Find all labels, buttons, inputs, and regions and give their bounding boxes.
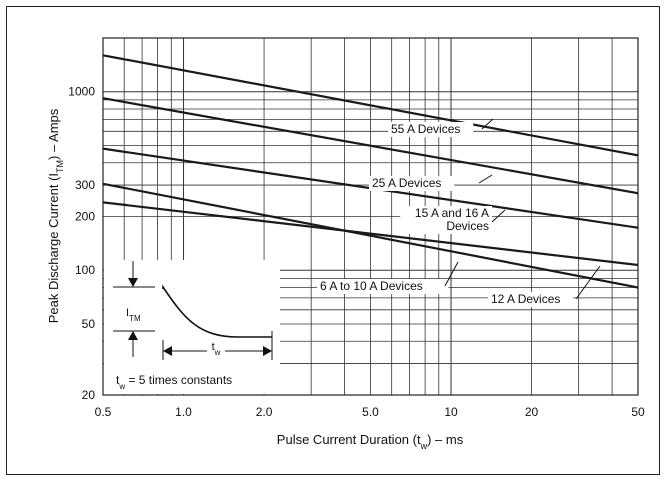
itm-label: ITM xyxy=(126,307,141,323)
series-line-25-a-devices xyxy=(102,97,639,195)
itm-arrow-bottom-head xyxy=(128,331,138,340)
y-axis-title: Peak Discharge Current (ITM) – Amps xyxy=(46,108,65,323)
tw-arrow-left-head xyxy=(163,346,172,356)
x-tick-label: 50 xyxy=(631,405,645,419)
tw-arrow-right-head xyxy=(263,346,272,356)
series-line-6-a-to-10-a-devices xyxy=(102,201,639,267)
label-15a-16a-bg xyxy=(400,206,492,234)
decay-curve xyxy=(162,284,272,338)
inset-panel: ITM tw tw = 5 times constants xyxy=(104,260,280,394)
label-15a-16a: 15 A and 16 A xyxy=(415,206,489,220)
x-tick-label: 2.0 xyxy=(256,405,273,419)
label-55a-leader xyxy=(481,118,494,130)
y-tick-label: 1000 xyxy=(68,85,95,99)
label-25a-bg xyxy=(369,176,455,191)
tw-label-bg xyxy=(207,338,225,356)
tw-label: tw xyxy=(212,341,221,357)
label-25a: 25 A Devices xyxy=(372,176,441,190)
chart-frame xyxy=(6,6,660,475)
y-tick-label: 50 xyxy=(82,317,96,331)
label-25a-leader xyxy=(478,174,493,184)
y-tick-label: 300 xyxy=(75,178,95,192)
label-12a-bg xyxy=(488,292,574,307)
x-tick-label: 10 xyxy=(444,405,458,419)
label-15a-16a-line2: Devices xyxy=(446,219,489,233)
series-line-55-a-devices xyxy=(102,54,639,157)
series-labels: 55 A Devices 25 A Devices 15 A and 16 ADev… xyxy=(317,118,601,307)
y-tick-label: 100 xyxy=(75,263,95,277)
y-tick-label: 20 xyxy=(82,388,96,402)
inset-caption: tw = 5 times constants xyxy=(116,373,232,391)
itm-arrow-top-head xyxy=(128,278,138,287)
label-12a-leader xyxy=(575,265,601,300)
plot-area-border xyxy=(102,37,639,396)
label-15a-16a-leader xyxy=(491,209,506,223)
label-6a-10a: 6 A to 10 A Devices xyxy=(320,279,423,293)
tick-labels: 0.5 1.0 2.0 5.0 10 20 50 20 50 100 200 300 1000 xyxy=(68,85,645,419)
x-tick-label: 0.5 xyxy=(95,405,112,419)
x-tick-label: 20 xyxy=(525,405,539,419)
label-6a-10a-leader xyxy=(444,261,459,287)
label-12a: 12 A Devices xyxy=(491,292,560,306)
x-tick-label: 1.0 xyxy=(175,405,192,419)
series-line-12-a-devices xyxy=(102,182,639,289)
x-tick-label: 5.0 xyxy=(362,405,379,419)
label-55a: 55 A Devices xyxy=(391,122,460,136)
y-tick-label: 200 xyxy=(75,210,95,224)
x-axis-title: Pulse Current Duration (tw) – ms xyxy=(277,432,464,451)
label-6a-10a-bg xyxy=(317,279,449,294)
label-55a-bg xyxy=(388,122,474,137)
